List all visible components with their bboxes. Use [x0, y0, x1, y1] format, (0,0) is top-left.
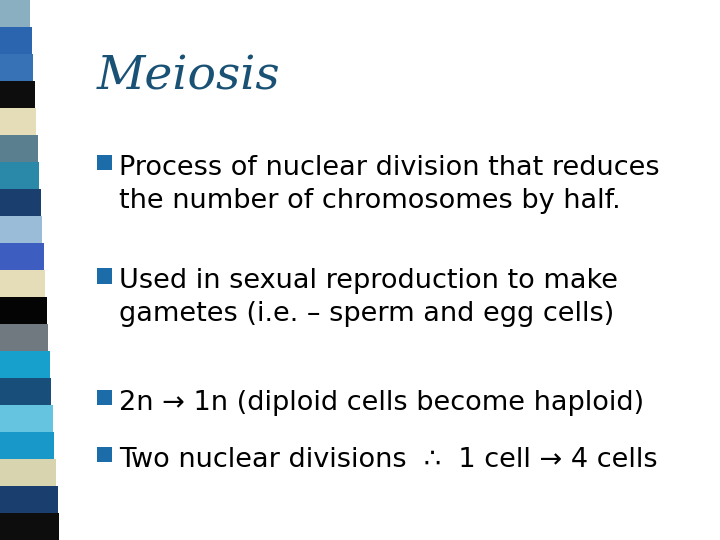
- Bar: [0, 216, 42, 243]
- Text: 2n → 1n (diploid cells become haploid): 2n → 1n (diploid cells become haploid): [119, 390, 644, 416]
- Text: Meiosis: Meiosis: [97, 54, 281, 99]
- Bar: [0, 405, 53, 432]
- Bar: [97, 390, 112, 405]
- Bar: [0, 459, 56, 486]
- Bar: [0, 108, 36, 135]
- Bar: [0, 432, 55, 459]
- Bar: [0, 270, 45, 297]
- Bar: [97, 268, 112, 284]
- Bar: [0, 81, 35, 108]
- Bar: [0, 378, 51, 405]
- Text: Two nuclear divisions  ∴  1 cell → 4 cells: Two nuclear divisions ∴ 1 cell → 4 cells: [119, 447, 657, 472]
- Bar: [0, 54, 33, 81]
- Text: Used in sexual reproduction to make
gametes (i.e. – sperm and egg cells): Used in sexual reproduction to make game…: [119, 268, 618, 327]
- Bar: [97, 155, 112, 170]
- Bar: [0, 162, 40, 189]
- Bar: [0, 189, 41, 216]
- Bar: [0, 0, 30, 27]
- Bar: [0, 135, 38, 162]
- Bar: [0, 297, 47, 324]
- Bar: [0, 513, 59, 540]
- Bar: [0, 351, 50, 378]
- Bar: [0, 27, 32, 54]
- Text: Process of nuclear division that reduces
the number of chromosomes by half.: Process of nuclear division that reduces…: [119, 155, 660, 214]
- Bar: [0, 324, 48, 351]
- Bar: [97, 447, 112, 462]
- Bar: [0, 486, 58, 513]
- Bar: [0, 243, 44, 270]
